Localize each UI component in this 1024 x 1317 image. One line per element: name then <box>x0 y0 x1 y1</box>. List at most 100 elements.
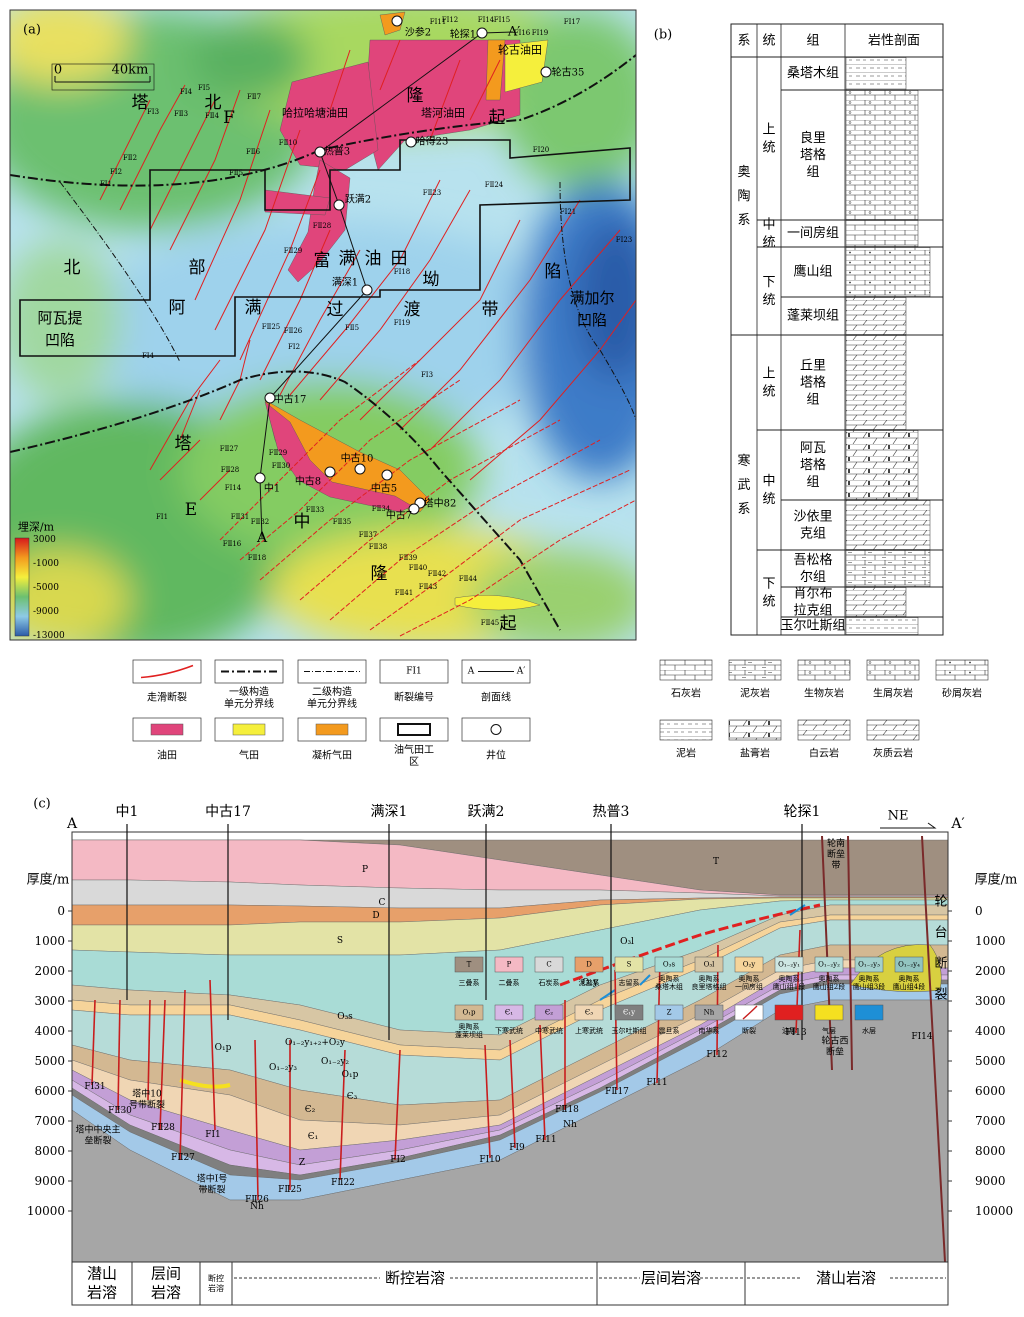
place-label: 塔 <box>132 93 149 113</box>
section-fault <box>147 999 151 1101</box>
stratum-label: O₁p <box>215 1043 232 1053</box>
fault-label: FⅠ11 <box>646 1078 667 1088</box>
depth-scale-tick: -5000 <box>33 583 59 593</box>
legend-label: 奥陶系良里塔格组 <box>692 974 727 991</box>
well-label: 轮探1 <box>784 804 821 820</box>
legend-symbol <box>490 724 502 735</box>
legend-swatch <box>494 956 524 973</box>
place-label: 田 <box>391 249 408 269</box>
fault-label: FⅡ5 <box>229 169 243 177</box>
stratum-label: S <box>337 936 343 946</box>
legend-swatch <box>315 723 349 736</box>
second-order-boundary <box>59 181 181 363</box>
legend-symbol <box>742 1005 758 1020</box>
karst-zone: 断控岩溶 <box>385 1269 445 1287</box>
stratum-label: O₂y <box>582 978 599 988</box>
well-label: 中古5 <box>371 482 397 495</box>
fault-label: FⅠ9 <box>509 1143 525 1153</box>
place-label: 中 <box>294 512 311 532</box>
fault <box>119 84 186 211</box>
lithology <box>845 297 907 335</box>
legend-swatch <box>734 1004 764 1021</box>
fault-label: FⅠ3 <box>147 108 159 116</box>
fault-label: FⅡ34 <box>372 505 391 513</box>
depth-tick-label: 7000 <box>975 1114 1006 1128</box>
legend-swatch <box>734 956 764 973</box>
field-label: 哈拉哈塘油田 <box>282 106 348 120</box>
section-end: A′ <box>950 816 964 832</box>
stratum-label: P <box>362 865 368 875</box>
series-label: 下统 <box>762 275 775 308</box>
column-header: 统 <box>762 34 775 49</box>
place-label: 部 <box>189 258 206 278</box>
fault-label: FⅡ29 <box>269 449 288 457</box>
legend-label: 水层 <box>862 1026 876 1035</box>
field-label: 轮古油田 <box>498 43 542 57</box>
stratum-label: Є₂ <box>305 1105 316 1115</box>
legend-box <box>132 659 202 684</box>
legend-swatch <box>654 956 684 973</box>
place-label: 满 <box>339 249 356 269</box>
fault-label: FⅠ21 <box>560 208 577 216</box>
fault-label: FⅡ24 <box>485 181 504 189</box>
well-label: 满深1 <box>371 804 408 820</box>
legend-swatch <box>814 1004 844 1021</box>
legend-symbol: A <box>467 667 475 677</box>
legend-swatch <box>694 1004 724 1021</box>
axis-title: 厚度/m <box>27 872 70 888</box>
depth-tick-label: 3000 <box>34 994 65 1008</box>
stratum-label: T <box>713 857 719 867</box>
fault-label: FⅡ4 <box>205 112 220 120</box>
legend-code: P <box>507 961 512 969</box>
section-fault <box>394 1049 401 1161</box>
depth-scale-tick: 3000 <box>33 535 56 545</box>
series-label: 中统 <box>762 474 775 507</box>
fault <box>469 59 501 121</box>
fault-label: FⅡ45 <box>481 619 500 627</box>
system-label: 奥陶系 <box>737 165 750 228</box>
well-label: 沙参2 <box>405 26 431 39</box>
legend-label: 断裂编号 <box>394 691 434 704</box>
well-label: 跃满2 <box>468 804 505 820</box>
fault-label: FⅡ35 <box>333 518 352 526</box>
terrain-blob <box>10 550 130 640</box>
legend-box <box>379 659 449 684</box>
depth-tick-label: 8000 <box>34 1144 65 1158</box>
well-label: 中古17 <box>274 393 307 406</box>
terrain-blob <box>575 220 636 380</box>
fault-label: FⅡ32 <box>251 518 270 526</box>
section-fault <box>209 979 216 1131</box>
fault <box>259 399 521 581</box>
fault-label: FⅠ15 <box>494 16 511 24</box>
column-header: 组 <box>806 34 819 49</box>
fault <box>399 499 636 637</box>
fault <box>159 439 201 481</box>
depth-tick-label: 1000 <box>34 934 65 948</box>
well <box>476 27 488 39</box>
well-label: 中古7 <box>386 509 412 522</box>
depth-scale-title: 埋深/m <box>18 521 55 534</box>
depth-tick-label: 9000 <box>975 1174 1006 1188</box>
scale-bar <box>54 76 151 83</box>
section-line <box>259 31 514 539</box>
legend-label: 玉尔吐斯组 <box>612 1026 647 1035</box>
well <box>540 66 552 78</box>
legend-swatch <box>454 956 484 973</box>
legend-label: 生物灰岩 <box>804 687 844 700</box>
depth-scale-tick: -1000 <box>33 559 59 569</box>
place-label: 富 <box>314 251 331 271</box>
well <box>408 503 420 515</box>
karst-zone: 潜山岩溶 <box>816 1269 876 1287</box>
place-label: 北 <box>64 258 81 278</box>
legend-box <box>379 717 449 742</box>
scale-label: 0 <box>54 63 62 78</box>
fault-label: FⅠ1 <box>156 513 168 521</box>
legend-swatch <box>614 1004 644 1021</box>
legend-code: Є₃ <box>585 1009 593 1017</box>
legend-label: 南华系 <box>699 1026 720 1035</box>
place-label: 满 <box>245 298 262 318</box>
gas-layer <box>179 1078 231 1089</box>
fault-label: FⅠ1 <box>100 180 112 188</box>
fault-label: 塔中Ⅰ号带断裂 <box>197 1173 228 1196</box>
